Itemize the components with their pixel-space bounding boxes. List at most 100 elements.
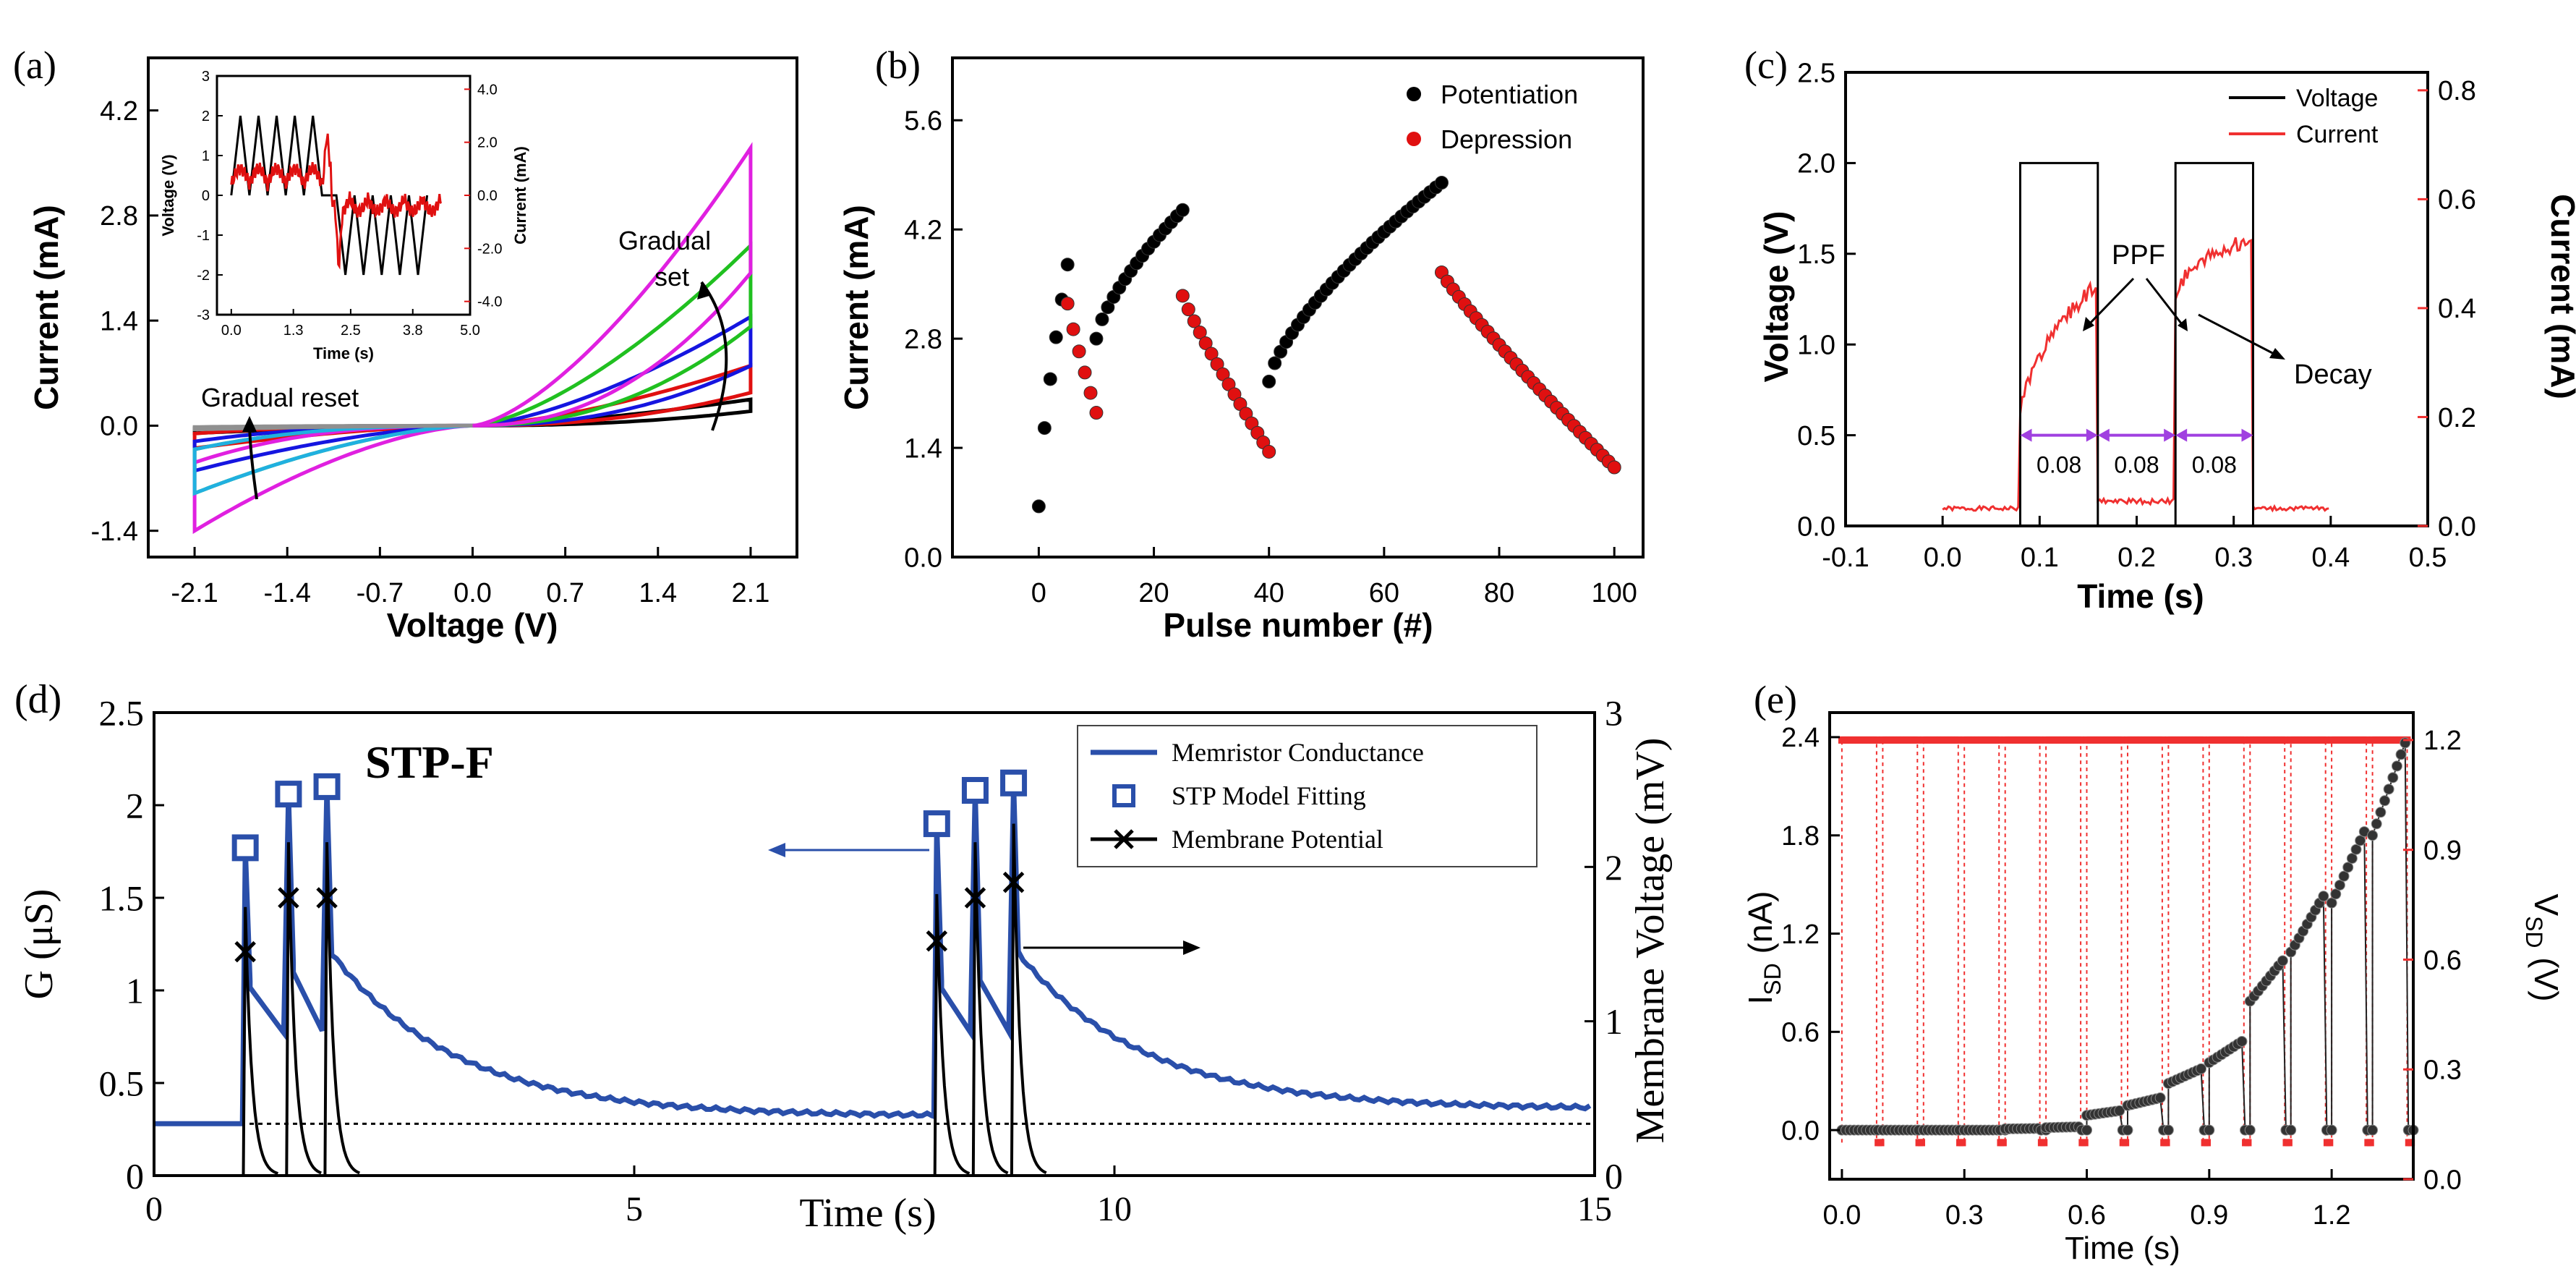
panel-label: (b) <box>875 43 921 87</box>
annotation-gradual-set-1: Gradual <box>618 226 711 255</box>
panel-label: (a) <box>13 43 56 87</box>
x-tick-label: 1.2 <box>2313 1200 2351 1231</box>
y-tick-label: 0.5 <box>1797 421 1835 451</box>
inset-x-tick-label: 3.8 <box>403 323 423 339</box>
legend-label: Membrane Potential <box>1172 825 1383 854</box>
y-tick-label: 0.6 <box>1781 1018 1820 1048</box>
membrane-potential-marker <box>926 930 948 952</box>
y-right-tick-label: 0.0 <box>2438 511 2476 542</box>
current-point <box>2371 818 2382 830</box>
legend-marker-stp-fit <box>1112 784 1135 807</box>
current-point <box>2330 888 2342 900</box>
y-right-tick-label: 0.9 <box>2423 836 2462 866</box>
arrowhead-gradual-reset <box>242 416 257 432</box>
inset-x-axis-label: Time (s) <box>313 344 374 362</box>
current-point <box>2326 1124 2337 1136</box>
x-tick-label: 0.6 <box>2068 1200 2106 1231</box>
y-tick-label: 2.5 <box>1797 58 1835 88</box>
inset-y-tick-label: 0 <box>202 188 210 204</box>
current-point <box>2346 853 2358 865</box>
x-tick-label: -0.1 <box>1822 543 1869 573</box>
y-tick-label: -1.4 <box>91 517 138 547</box>
panel-b: (b) 0 20 40 60 80 100 0.0 1.4 2.8 4.2 5.6 Pulse numb… <box>837 43 1645 644</box>
x-tick-label: 0.4 <box>2311 543 2350 573</box>
stp-fit-marker <box>275 781 302 808</box>
panel-label: (d) <box>14 677 61 722</box>
panel-label: (e) <box>1754 678 1797 721</box>
x-tick-label: 15 <box>1577 1190 1612 1228</box>
voltage-high-marker <box>2199 736 2207 744</box>
potentiation-point <box>1043 372 1057 386</box>
depression-point <box>1181 302 1195 317</box>
current-point <box>2334 879 2345 891</box>
inset-y-tick-label: -3 <box>197 307 210 323</box>
x-tick-label: 80 <box>1484 578 1514 608</box>
x-tick-label: 100 <box>1592 578 1637 608</box>
membrane-potential-marker <box>278 887 299 909</box>
panel-c: (c)-0.1 0.0 0.1 0.2 0.3 0.4 0.50.00.51.01.52.0… <box>1744 43 2576 615</box>
voltage-high-marker <box>1954 736 1962 744</box>
y-right-tick-label: 0.2 <box>2438 403 2476 433</box>
potentiation-point <box>1101 300 1115 315</box>
x-axis-label: Voltage (V) <box>387 606 558 644</box>
arrow-gradual-set <box>700 281 728 431</box>
x-tick-label: 0 <box>1031 578 1046 608</box>
membrane-potential-marker <box>1002 871 1025 893</box>
inset-y-right-tick-label: 4.0 <box>477 82 498 98</box>
voltage-low-marker <box>1958 1139 1966 1147</box>
inset-x-tick-label: 0.0 <box>221 323 242 339</box>
y-tick-label: 1.0 <box>1797 331 1835 361</box>
y-right-tick-label: 0 <box>1605 1156 1623 1197</box>
inset-background <box>217 76 470 315</box>
plot-frame <box>153 711 1596 1177</box>
y-axis-label: Current (mA) <box>837 205 875 410</box>
panel-label: (c) <box>1744 43 1788 87</box>
current-point <box>2367 830 2379 841</box>
depression-point <box>1072 344 1086 359</box>
voltage-high-marker <box>2240 736 2248 744</box>
legend-marker-potentiation <box>1407 87 1421 101</box>
current-point <box>2244 1124 2256 1136</box>
x-tick-label: 1.4 <box>639 578 677 608</box>
inset-y-tick-label: 1 <box>202 148 210 164</box>
x-tick-label: 0.0 <box>1823 1200 1861 1231</box>
legend-label-depression: Depression <box>1441 124 1572 154</box>
current-point <box>2277 955 2288 967</box>
ppf-arrow-2 <box>2145 278 2185 328</box>
y-tick-label: 2 <box>126 786 144 826</box>
voltage-low-marker <box>2244 1139 2252 1147</box>
annotation-gradual-reset: Gradual reset <box>201 383 359 412</box>
current-point <box>2122 1124 2133 1136</box>
stp-fit-marker <box>313 773 341 800</box>
voltage-high-marker <box>1914 736 1922 744</box>
annotation-ppf: PPF <box>2112 240 2165 271</box>
potentiation-point <box>1434 176 1449 190</box>
depression-point <box>1193 325 1207 339</box>
iv-loop-7 <box>192 423 473 432</box>
inset-y-tick-label: 3 <box>202 69 210 85</box>
y-tick-label: 0.5 <box>99 1063 145 1104</box>
voltage-high-marker <box>2036 736 2044 744</box>
inset-x-tick-label: 2.5 <box>341 323 361 339</box>
depression-point <box>1607 460 1621 475</box>
current-point <box>2154 1092 2166 1104</box>
potentiation-point <box>1031 499 1046 514</box>
current-point <box>2355 835 2366 846</box>
current-point <box>2285 1124 2297 1136</box>
x-tick-label: 0.7 <box>546 578 584 608</box>
y-axis-label: G (μS) <box>17 889 61 1000</box>
potentiation-point <box>1268 356 1282 370</box>
x-tick-label: 5 <box>626 1190 643 1228</box>
voltage-low-marker <box>1917 1139 1925 1147</box>
legend-label: Memristor Conductance <box>1172 738 1424 767</box>
x-tick-label: 2.1 <box>732 578 770 608</box>
voltage-low-marker <box>2040 1139 2048 1147</box>
legend-label: STP Model Fitting <box>1172 781 1366 810</box>
inset-y-tick-label: -2 <box>197 268 210 284</box>
y-right-tick-label: 2 <box>1605 847 1623 888</box>
annotation-gradual-set-2: set <box>654 262 689 292</box>
x-tick-label: 0.2 <box>2117 543 2156 573</box>
y-right-tick-label: 1 <box>1605 1001 1623 1042</box>
